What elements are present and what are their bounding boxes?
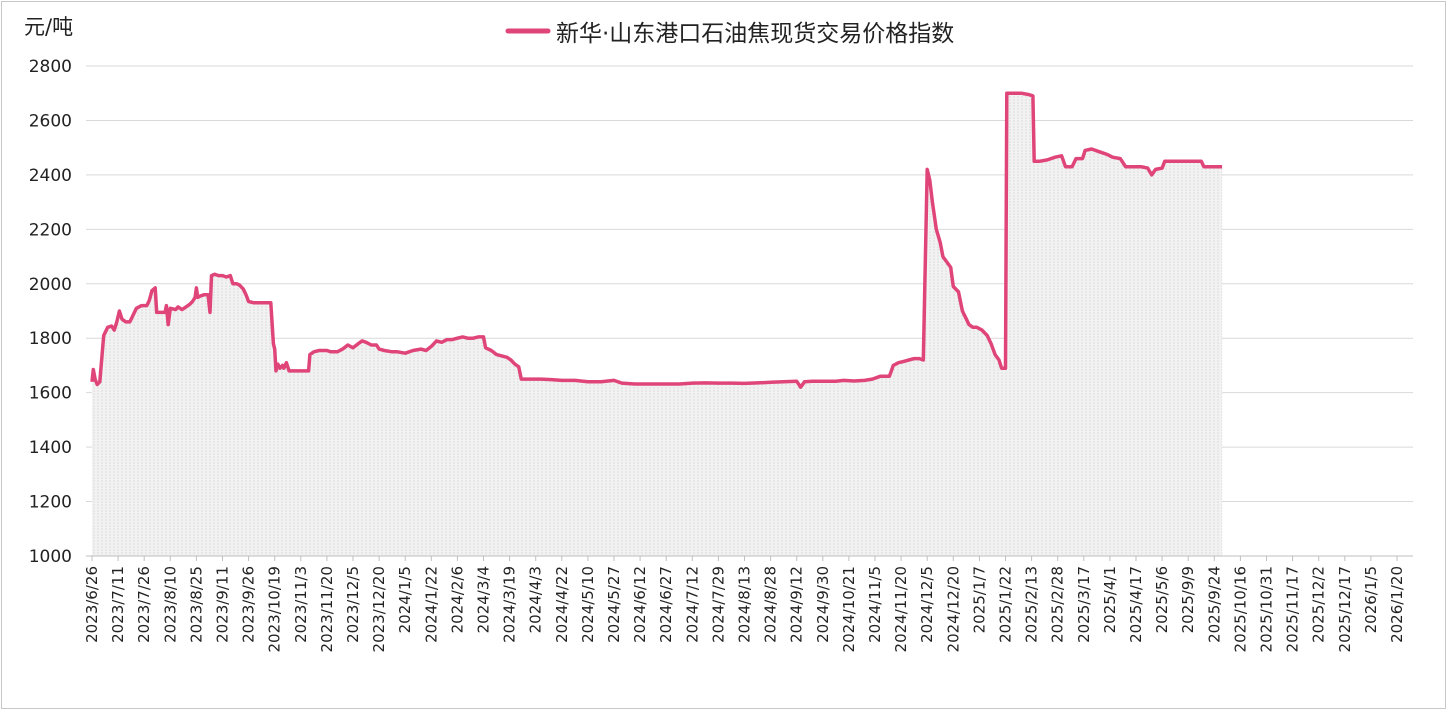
x-tick-label: 2024/1/5 [396,566,414,633]
x-tick-label: 2024/6/12 [631,566,649,643]
y-tick-label: 1400 [29,438,72,458]
x-tick-label: 2024/8/28 [762,566,780,643]
x-tick-label: 2023/11/3 [292,566,310,643]
x-tick-label: 2025/11/17 [1284,566,1302,652]
x-tick-label: 2025/4/17 [1127,566,1145,643]
x-tick-label: 2025/5/6 [1153,566,1171,633]
x-tick-label: 2025/3/17 [1075,566,1093,643]
x-tick-label: 2025/2/28 [1049,566,1067,643]
x-tick-label: 2023/8/10 [161,566,179,643]
x-tick-label: 2024/3/4 [475,566,493,633]
y-tick-label: 1200 [29,493,72,513]
series-line-layer [90,91,1223,389]
x-tick-label: 2026/1/20 [1388,566,1406,643]
x-tick-label: 2024/7/12 [683,566,701,643]
x-tick-label: 2025/1/22 [997,566,1015,643]
x-tick-label: 2023/8/25 [187,566,205,643]
x-tick-labels: 2023/6/26 2023/7/11 2023/7/26 2023/8/10 2023… [83,566,1406,652]
x-tick-label: 2024/9/12 [788,566,806,643]
x-tick-label: 2024/5/10 [579,566,597,643]
x-tick-label: 2024/12/5 [918,566,936,643]
x-tick-label: 2024/11/20 [892,566,910,652]
area-fill [92,93,1223,556]
x-tick-label: 2025/10/31 [1258,566,1276,652]
series-area [92,93,1223,556]
x-tick-label: 2023/9/26 [240,566,258,643]
y-tick-label: 1800 [29,329,72,349]
x-tick-label: 2024/3/19 [501,566,519,643]
x-tick-label: 2024/9/30 [814,566,832,643]
x-tick-label: 2024/8/13 [736,566,754,643]
x-tick-label: 2024/11/5 [866,566,884,643]
axes [86,555,1413,561]
y-tick-label: 1600 [29,384,72,404]
y-tick-labels: 1000 1200 1400 1600 1800 2000 2200 2400 2600 2800 [29,57,72,567]
x-tick-label: 2025/12/2 [1310,566,1328,643]
y-tick-label: 2800 [29,57,72,77]
x-tick-label: 2023/11/20 [318,566,336,652]
x-tick-label: 2024/2/6 [448,566,466,633]
y-tick-label: 2600 [29,111,72,131]
x-tick-label: 2023/9/11 [214,566,232,643]
x-tick-label: 2024/4/3 [527,566,545,633]
legend-label: 新华·山东港口石油焦现货交易价格指数 [556,21,954,47]
y-tick-label: 1000 [29,547,72,567]
x-tick-label: 2024/4/22 [553,566,571,643]
y-axis-unit-label: 元/吨 [24,15,73,39]
y-tick-label: 2400 [29,166,72,186]
y-tick-label: 2200 [29,220,72,240]
x-tick-label: 2023/6/26 [83,566,101,643]
y-tick-label: 2000 [29,275,72,295]
x-tick-label: 2025/1/7 [970,566,988,633]
x-tick-label: 2024/6/27 [657,566,675,643]
x-tick-label: 2023/7/11 [109,566,127,643]
series-line [90,91,1223,389]
x-tick-label: 2026/1/5 [1362,566,1380,633]
x-tick-label: 2025/2/13 [1023,566,1041,643]
x-tick-label: 2025/10/16 [1231,566,1249,652]
x-tick-label: 2024/10/21 [840,566,858,652]
x-tick-label: 2024/12/20 [944,566,962,652]
x-tick-label: 2024/7/29 [709,566,727,643]
legend: 新华·山东港口石油焦现货交易价格指数 [505,21,954,47]
x-tick-label: 2023/12/5 [344,566,362,643]
x-tick-label: 2023/10/19 [266,566,284,652]
x-tick-label: 2023/12/20 [370,566,388,652]
x-tick-label: 2025/4/1 [1101,566,1119,633]
x-tick-label: 2023/7/26 [135,566,153,643]
x-tick-label: 2025/12/17 [1336,566,1354,652]
x-tick-label: 2024/5/27 [605,566,623,643]
x-tick-label: 2025/9/9 [1179,566,1197,633]
x-tick-label: 2025/9/24 [1205,566,1223,643]
x-tick-label: 2024/1/22 [422,566,440,643]
